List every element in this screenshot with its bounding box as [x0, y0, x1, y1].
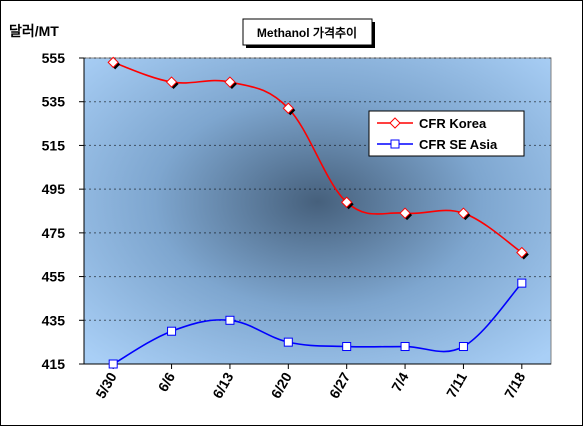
data-point-cfr-korea [282, 102, 295, 114]
series-cfr-se-asia [108, 278, 527, 369]
x-tick-label: 7/4 [388, 369, 412, 394]
x-tick-label: 5/30 [92, 369, 120, 401]
series-line-cfr-korea [112, 61, 523, 254]
data-point-cfr-korea [107, 56, 119, 69]
y-tick-label: 415 [42, 356, 66, 372]
data-point-cfr-se-asia [517, 278, 527, 288]
data-point-cfr-korea [399, 207, 411, 219]
data-point-cfr-korea [165, 76, 178, 88]
data-point-cfr-se-asia [167, 326, 177, 336]
chart-title-box: Methanol 가격추이 [242, 18, 375, 48]
data-point-cfr-se-asia [283, 337, 293, 347]
data-point-cfr-se-asia [458, 342, 468, 352]
x-tick-label: 6/27 [326, 369, 354, 401]
x-tick-label: 6/20 [267, 369, 295, 401]
data-point-cfr-se-asia [225, 315, 235, 325]
y-tick-label: 475 [42, 225, 66, 241]
legend: CFR Korea CFR SE Asia [368, 110, 525, 157]
data-point-cfr-se-asia [400, 342, 410, 352]
legend-item-cfr-korea: CFR Korea [377, 116, 487, 131]
chart-title: Methanol 가격추이 [257, 25, 357, 40]
x-tick-label: 6/6 [155, 369, 179, 394]
legend-marker-cfr-korea [389, 117, 401, 129]
line-chart: 415 435 455 475 495 515 535 555 5/30 6/6 6/13 6/20 6… [9, 18, 552, 401]
legend-item-cfr-se-asia: CFR SE Asia [377, 137, 498, 152]
y-tick-label: 435 [42, 312, 66, 328]
x-tick-label: 6/13 [209, 369, 237, 401]
legend-label-cfr-korea: CFR Korea [419, 116, 487, 131]
series [107, 56, 529, 369]
plot-area [83, 57, 552, 365]
y-tick-label: 535 [42, 94, 66, 110]
y-axis-label: 달러/MT [9, 23, 59, 39]
legend-marker-cfr-se-asia [390, 139, 400, 149]
data-point-cfr-se-asia [108, 359, 118, 369]
legend-label-cfr-se-asia: CFR SE Asia [419, 137, 498, 152]
series-cfr-korea [107, 56, 529, 260]
y-tick-label: 495 [42, 181, 66, 197]
x-tick-label: 7/18 [501, 369, 529, 401]
data-point-cfr-korea [224, 76, 236, 88]
data-point-cfr-korea [340, 196, 353, 208]
data-point-cfr-korea [516, 246, 528, 259]
y-tick-label: 515 [42, 137, 66, 153]
x-tick-label: 7/11 [443, 369, 470, 400]
y-tick-label: 555 [42, 50, 66, 66]
data-point-cfr-korea [457, 207, 470, 219]
y-tick-label: 455 [42, 269, 66, 285]
data-point-cfr-se-asia [342, 342, 352, 352]
